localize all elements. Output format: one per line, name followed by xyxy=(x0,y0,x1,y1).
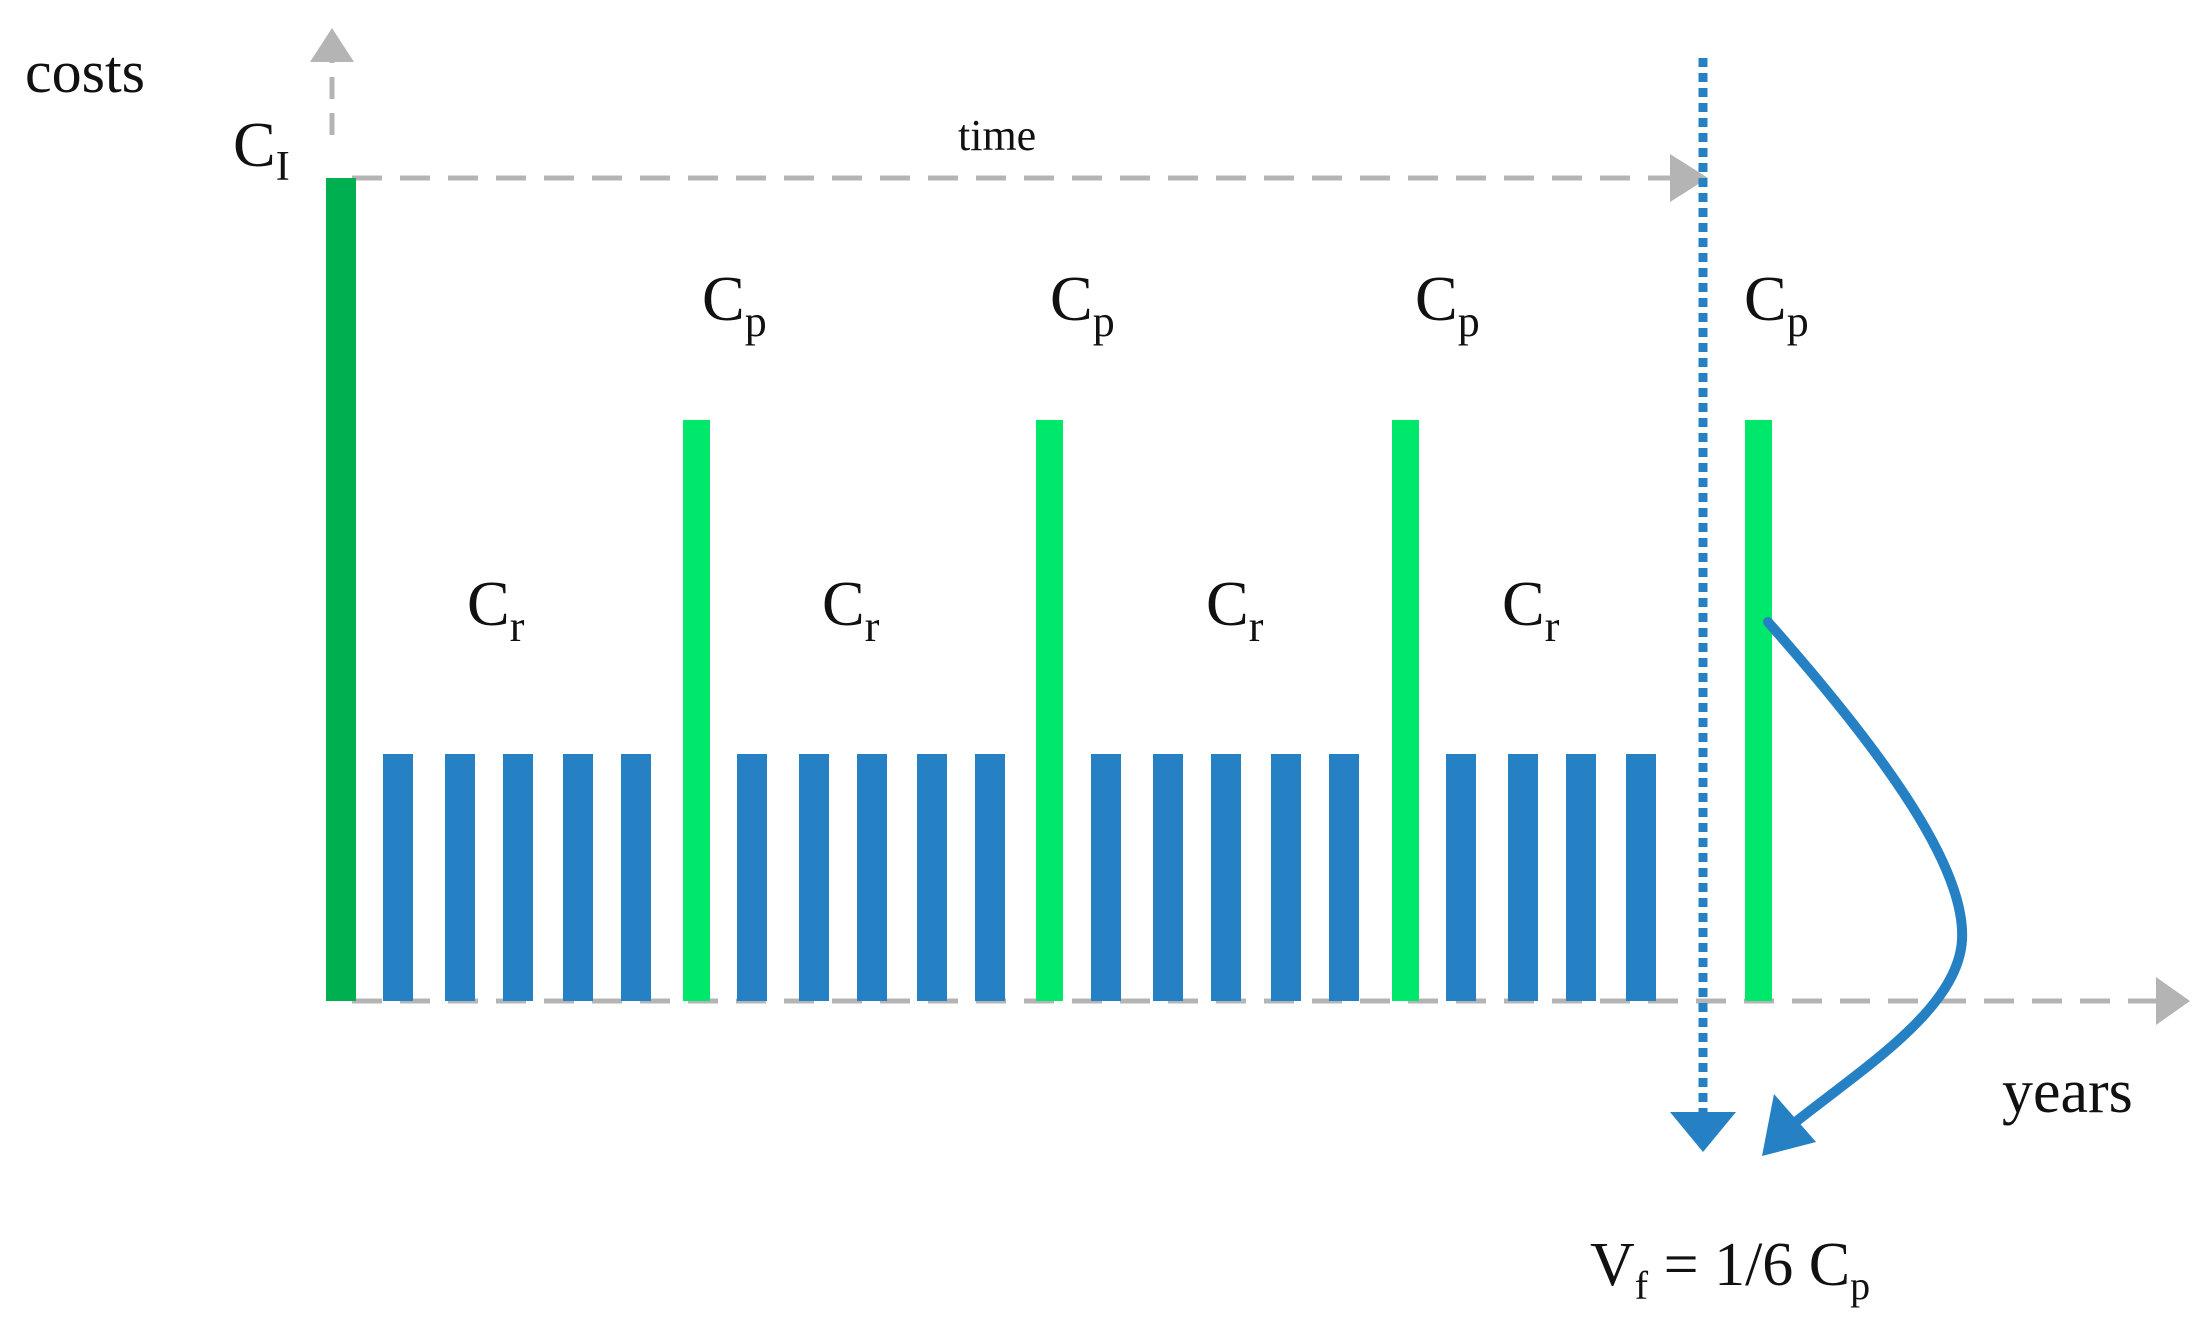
recurring-cost-bar xyxy=(1329,754,1359,1001)
salvage-curve-arrowhead xyxy=(1762,1094,1816,1156)
y-axis-label: costs xyxy=(25,39,145,105)
periodic-cost-label-main: C xyxy=(1415,263,1458,334)
recurring-cost-bar xyxy=(563,754,593,1001)
periodic-cost-label-sub: p xyxy=(1093,297,1115,346)
recurring-cost-bar xyxy=(621,754,651,1001)
cost-bars xyxy=(326,178,1772,1001)
recurring-cost-label-sub: r xyxy=(1545,602,1560,651)
initial-cost-sub: I xyxy=(276,144,290,190)
periodic-cost-label-main: C xyxy=(702,263,745,334)
recurring-cost-label-main: C xyxy=(1502,568,1545,639)
recurring-cost-bar xyxy=(799,754,829,1001)
x-axis-label: years xyxy=(2002,1058,2133,1126)
recurring-cost-bar xyxy=(1626,754,1656,1001)
periodic-cost-bar xyxy=(1745,420,1772,1001)
recurring-cost-bar xyxy=(917,754,947,1001)
recurring-cost-bar xyxy=(1211,754,1241,1001)
recurring-cost-bar xyxy=(857,754,887,1001)
salvage-curve xyxy=(1762,617,1968,1156)
initial-cost-main: C xyxy=(233,109,276,180)
recurring-cost-bar xyxy=(975,754,1005,1001)
periodic-cost-label: Cp xyxy=(1415,263,1480,346)
initial-cost-label: CI xyxy=(233,109,290,190)
final-value-label: Vf = 1/6 Cp xyxy=(1590,1231,1870,1308)
recurring-cost-bar xyxy=(1508,754,1538,1001)
recurring-cost-bar xyxy=(1566,754,1596,1001)
initial-cost-bar xyxy=(326,178,356,1001)
recurring-cost-bar xyxy=(1446,754,1476,1001)
periodic-cost-label-sub: p xyxy=(745,297,767,346)
periodic-cost-label-main: C xyxy=(1744,263,1787,334)
final-value-mid: = 1/6 C xyxy=(1648,1231,1850,1299)
recurring-cost-bar xyxy=(383,754,413,1001)
recurring-cost-label: Cr xyxy=(822,568,880,651)
time-axis-arrowhead xyxy=(1670,154,1708,202)
final-value-prefix: V xyxy=(1590,1231,1635,1299)
recurring-cost-label-main: C xyxy=(1206,568,1249,639)
horizon-marker xyxy=(1670,58,1736,1152)
periodic-cost-label: Cp xyxy=(702,263,767,346)
periodic-cost-label: Cp xyxy=(1050,263,1115,346)
final-value-sub2: p xyxy=(1850,1263,1870,1308)
periodic-cost-label-sub: p xyxy=(1787,297,1809,346)
periodic-cost-label-main: C xyxy=(1050,263,1093,334)
recurring-cost-bar xyxy=(1091,754,1121,1001)
recurring-cost-bar xyxy=(1271,754,1301,1001)
recurring-cost-label-main: C xyxy=(822,568,865,639)
periodic-cost-bar xyxy=(1392,420,1419,1001)
axes xyxy=(310,28,2190,1025)
recurring-cost-label-sub: r xyxy=(865,602,880,651)
final-value-sub: f xyxy=(1635,1263,1649,1308)
recurring-cost-label-sub: r xyxy=(510,602,525,651)
recurring-cost-bar xyxy=(737,754,767,1001)
recurring-cost-bar xyxy=(445,754,475,1001)
recurring-cost-label-sub: r xyxy=(1249,602,1264,651)
periodic-cost-bar xyxy=(1036,420,1063,1001)
recurring-cost-label: Cr xyxy=(1206,568,1264,651)
time-label: time xyxy=(958,111,1036,160)
labels: costs time years CI Vf = 1/6 Cp xyxy=(25,39,2133,1308)
periodic-cost-label-sub: p xyxy=(1458,297,1480,346)
recurring-cost-bar xyxy=(1153,754,1183,1001)
salvage-curve-arrow xyxy=(1763,617,1968,1133)
periodic-cost-label: Cp xyxy=(1744,263,1809,346)
years-axis-arrowhead xyxy=(2156,977,2190,1025)
recurring-cost-bar xyxy=(503,754,533,1001)
horizon-arrowhead xyxy=(1670,1112,1736,1152)
y-axis-arrowhead xyxy=(310,28,354,62)
recurring-cost-label: Cr xyxy=(1502,568,1560,651)
periodic-cost-bar xyxy=(683,420,710,1001)
recurring-cost-label: Cr xyxy=(467,568,525,651)
recurring-cost-label-main: C xyxy=(467,568,510,639)
